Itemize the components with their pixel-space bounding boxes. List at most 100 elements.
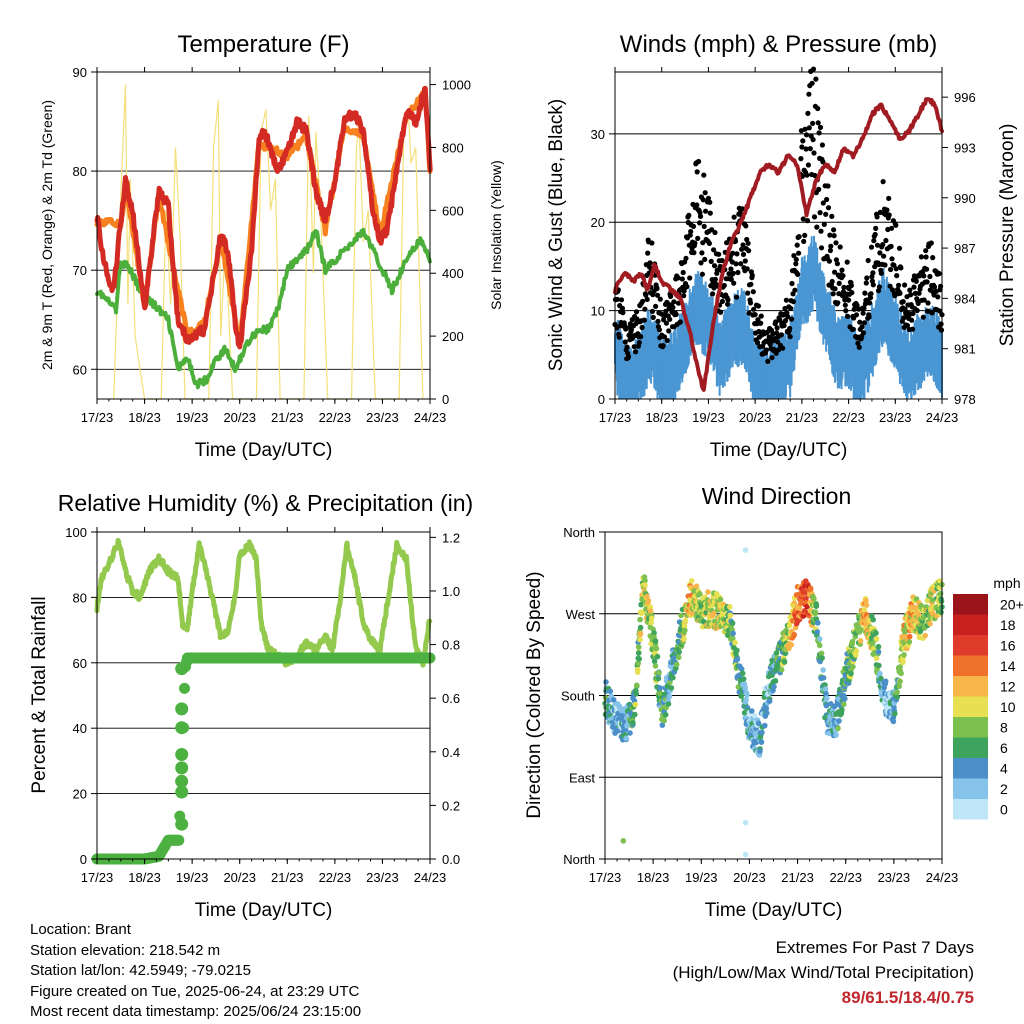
wind-direction-point — [742, 547, 749, 553]
wind-gust-point — [643, 292, 649, 298]
wind-direction-point — [870, 616, 876, 623]
precipitation-point — [175, 785, 189, 799]
wind-gust-point — [834, 261, 841, 267]
winds-xtick-label: 22/23 — [832, 410, 865, 425]
wind-gust-point — [655, 318, 661, 324]
wind-gust-point — [818, 245, 825, 251]
wind-direction-point — [841, 701, 847, 708]
wind-gust-point — [782, 318, 789, 324]
wind-direction-point — [938, 609, 944, 615]
wind-direction-point — [682, 627, 688, 634]
wind-direction-point — [738, 666, 745, 672]
wind-gust-point — [697, 220, 703, 226]
wind-gust-point — [830, 291, 836, 297]
info-location: Location: Brant — [30, 921, 131, 938]
direction-xtick-label: 20/23 — [733, 870, 766, 885]
wind-gust-point — [856, 344, 862, 350]
wind-gust-point — [868, 244, 875, 250]
wind-gust-point — [668, 293, 674, 299]
humidity-ytick-label: 0 — [80, 852, 87, 867]
colorbar-swatch — [953, 655, 988, 676]
precipitation-point — [175, 817, 189, 831]
info-latlon: Station lat/lon: 42.5949; -79.0215 — [30, 962, 252, 979]
wind-direction-point — [863, 602, 870, 608]
wind-gust-point — [888, 225, 895, 231]
direction-ytick-label: East — [569, 770, 595, 785]
wind-direction-point — [670, 674, 676, 681]
wind-gust-point — [725, 301, 731, 307]
wind-gust-point — [874, 214, 880, 220]
wind-direction-point — [839, 706, 845, 713]
direction-ytick-label: West — [566, 607, 596, 622]
colorbar-title: mph — [993, 575, 1020, 591]
wind-direction-point — [655, 675, 662, 682]
wind-direction-point — [689, 610, 695, 616]
wind-gust-point — [853, 312, 860, 318]
wind-gust-point — [735, 269, 741, 276]
winds-y2tick-label: 981 — [954, 342, 976, 357]
wind-direction-point — [726, 604, 733, 610]
wind-gust-point — [802, 232, 808, 238]
wind-direction-point — [915, 611, 922, 618]
winds-xtick-label: 20/23 — [739, 410, 772, 425]
wind-direction-point — [705, 589, 711, 595]
wind-gust-point — [827, 232, 833, 238]
wind-gust-point — [898, 265, 904, 271]
wind-gust-point — [616, 334, 622, 340]
colorbar-swatch — [953, 635, 988, 656]
wind-gust-point — [936, 271, 942, 277]
wind-gust-point — [734, 251, 740, 257]
temperature-ytick-label: 90 — [73, 65, 87, 80]
wind-gust-point — [778, 332, 784, 338]
winds-ylabel-left: Sonic Wind & Gust (Blue, Black) — [546, 99, 567, 371]
wind-gust-point — [728, 266, 734, 272]
wind-gust-point — [810, 120, 816, 126]
winds-xtick-label: 17/23 — [599, 410, 632, 425]
wind-gust-point — [870, 282, 876, 288]
wind-direction-point — [665, 701, 672, 707]
wind-direction-point — [882, 678, 889, 685]
wind-direction-point — [652, 638, 659, 644]
direction-ytick-label: South — [561, 689, 595, 704]
wind-direction-point — [652, 663, 659, 669]
wind-direction-point — [876, 662, 882, 669]
direction-xtick-label: 17/23 — [589, 870, 622, 885]
humidity-xtick-label: 18/23 — [128, 870, 161, 885]
humidity-title: Relative Humidity (%) & Precipitation (i… — [58, 490, 473, 516]
wind-direction-point — [651, 630, 657, 636]
wind-gust-point — [871, 238, 877, 244]
wind-gust-point — [769, 355, 775, 361]
wind-direction-point — [900, 659, 906, 666]
wind-gust-point — [749, 272, 755, 278]
wind-gust-point — [638, 334, 644, 340]
colorbar-label: 14 — [1000, 658, 1016, 674]
wind-gust-point — [811, 150, 817, 156]
wind-gust-point — [712, 229, 718, 236]
wind-direction-point — [819, 655, 825, 661]
wind-direction-point — [668, 685, 675, 691]
wind-gust-point — [938, 321, 944, 327]
wind-gust-point — [913, 278, 919, 284]
temperature-xtick-label: 17/23 — [81, 410, 114, 425]
wind-gust-point — [707, 210, 713, 216]
wind-direction-point — [937, 590, 944, 597]
temperature-ytick-label: 60 — [73, 362, 87, 377]
wind-gust-point — [836, 280, 842, 286]
temperature-xtick-label: 21/23 — [271, 410, 304, 425]
wind-gust-point — [725, 297, 731, 303]
wind-direction-point — [742, 851, 749, 858]
wind-gust-point — [910, 310, 916, 317]
wind-gust-point — [803, 132, 810, 138]
wind-direction-point — [678, 612, 684, 619]
wind-gust-point — [923, 254, 929, 260]
wind-gust-point — [807, 146, 813, 152]
wind-gust-point — [806, 125, 812, 131]
wind-gust-point — [756, 328, 762, 335]
wind-direction-point — [634, 669, 641, 675]
wind-gust-point — [802, 126, 808, 132]
wind-gust-point — [787, 334, 793, 340]
wind-direction-point — [823, 702, 830, 709]
wind-gust-point — [731, 280, 737, 286]
wind-direction-point — [636, 656, 642, 662]
colorbar-swatch — [953, 717, 988, 738]
